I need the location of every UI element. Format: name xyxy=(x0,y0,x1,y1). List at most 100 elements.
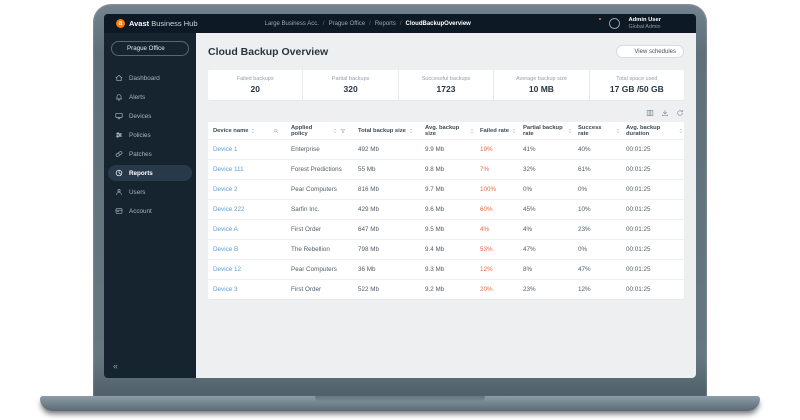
top-bar-actions: Admin User Global Admin xyxy=(574,17,686,30)
table-cell: 429 Mb xyxy=(358,206,380,213)
sort-icon[interactable] xyxy=(615,128,621,134)
sidebar-item-dashboard[interactable]: Dashboard xyxy=(108,70,192,86)
device-name-link[interactable]: Device 111 xyxy=(213,166,244,173)
sidebar-nav: Dashboard Alerts Devices Policies Patches Rep… xyxy=(104,66,196,223)
device-name-link[interactable]: Device B xyxy=(213,246,239,253)
sidebar-item-alerts[interactable]: Alerts xyxy=(108,89,192,105)
search-icon[interactable] xyxy=(273,128,279,134)
table-cell: 647 Mb xyxy=(358,226,380,233)
device-name-link[interactable]: Device 3 xyxy=(213,286,238,293)
apps-wallet-icon[interactable] xyxy=(675,18,686,29)
device-name-link[interactable]: Device 222 xyxy=(213,206,245,213)
table-header-row: Device name Applied policy Total backup si… xyxy=(208,122,684,139)
device-name-link[interactable]: Device 2 xyxy=(213,186,238,193)
app-window: a Avast Business Hub Large Business Acc.… xyxy=(104,14,696,378)
breadcrumb-item[interactable]: Prague Office xyxy=(328,20,366,27)
table-row: Device 1 Enterprise 492 Mb 9.9 Mb 19% 41% 40% 0… xyxy=(208,139,684,159)
column-header-device-name[interactable]: Device name xyxy=(208,128,286,134)
table-cell: 522 Mb xyxy=(358,286,380,293)
user-icon xyxy=(115,188,123,196)
laptop-frame: a Avast Business Hub Large Business Acc.… xyxy=(93,4,707,397)
filter-icon[interactable] xyxy=(340,128,346,134)
column-header-total-backup-size[interactable]: Total backup size xyxy=(353,128,420,134)
table-cell: 00:01:25 xyxy=(626,286,651,293)
sidebar-item-users[interactable]: Users xyxy=(108,184,192,200)
avatar[interactable] xyxy=(609,17,621,29)
column-header-avg-backup-duration[interactable]: Avg. backup duration xyxy=(621,125,684,137)
notifications-icon[interactable] xyxy=(591,17,603,28)
stat-failed-backups: Failed backups 20 xyxy=(208,70,302,100)
sort-icon[interactable] xyxy=(469,128,475,134)
table-cell: 00:01:25 xyxy=(626,246,651,253)
breadcrumb-item[interactable]: Large Business Acc. xyxy=(264,20,319,27)
column-header-failed-rate[interactable]: Failed rate xyxy=(475,128,518,134)
column-label: Avg. backup size xyxy=(425,124,460,137)
sidebar-item-policies[interactable]: Policies xyxy=(108,127,192,143)
stat-average-backup-size: Average backup size 10 MB xyxy=(493,70,588,100)
sort-icon[interactable] xyxy=(250,128,256,134)
laptop-base xyxy=(40,396,760,411)
column-label: Applied policy xyxy=(291,124,313,137)
sidebar-item-reports[interactable]: Reports xyxy=(108,165,192,181)
column-header-partial-backup-rate[interactable]: Partial backup rate xyxy=(518,125,573,137)
stat-label: Total space used xyxy=(616,76,658,82)
home-icon[interactable] xyxy=(254,20,261,27)
sidebar-item-label: Users xyxy=(129,188,146,196)
sidebar-item-patches[interactable]: Patches xyxy=(108,146,192,162)
column-header-applied-policy[interactable]: Applied policy xyxy=(286,125,353,137)
sort-icon[interactable] xyxy=(332,128,338,134)
table-cell: First Order xyxy=(291,226,322,233)
device-name-link[interactable]: Device 1 xyxy=(213,146,238,153)
monitor-icon xyxy=(115,112,123,120)
sort-icon[interactable] xyxy=(678,128,684,134)
window-body: Prague Office Dashboard Alerts Devices Poli… xyxy=(104,33,696,378)
table-cell: 9.3 Mb xyxy=(425,266,445,273)
patch-icon xyxy=(115,150,123,158)
sidebar: Prague Office Dashboard Alerts Devices Poli… xyxy=(104,33,196,378)
table-row: Device A First Order 647 Mb 9.5 Mb 4% 4% 23% 00… xyxy=(208,219,684,239)
brand-rest: Business Hub xyxy=(149,19,198,28)
view-schedules-button[interactable]: View schedules xyxy=(616,45,684,58)
table-cell: 00:01:25 xyxy=(626,206,651,213)
site-selector[interactable]: Prague Office xyxy=(111,41,189,56)
table-body: Device 1 Enterprise 492 Mb 9.9 Mb 19% 41% 40% 0… xyxy=(208,139,684,299)
sort-icon[interactable] xyxy=(567,128,573,134)
calendar-icon xyxy=(624,48,631,55)
sidebar-item-account[interactable]: Account xyxy=(108,203,192,219)
columns-icon[interactable] xyxy=(646,109,654,117)
sort-icon[interactable] xyxy=(511,128,517,134)
sidebar-item-label: Reports xyxy=(129,169,153,177)
device-name-link[interactable]: Device 12 xyxy=(213,266,242,273)
column-header-avg-backup-size[interactable]: Avg. backup size xyxy=(420,125,475,137)
user-name: Admin User xyxy=(628,17,661,24)
column-header-success-rate[interactable]: Success rate xyxy=(573,125,621,137)
download-icon[interactable] xyxy=(661,109,669,117)
user-block[interactable]: Admin User Global Admin xyxy=(628,17,661,30)
breadcrumb-separator: / xyxy=(399,20,402,27)
table-cell: 12% xyxy=(578,286,591,293)
table-row: Device 222 Sarfin Inc. 429 Mb 9.6 Mb 60% 45% 1… xyxy=(208,199,684,219)
main-content: Cloud Backup Overview View schedules Fai… xyxy=(196,33,696,378)
backup-table: Device name Applied policy Total backup si… xyxy=(208,122,684,299)
sidebar-item-devices[interactable]: Devices xyxy=(108,108,192,124)
table-cell: 19% xyxy=(480,146,493,153)
table-cell: 40% xyxy=(578,146,591,153)
sidebar-collapse-button[interactable]: « xyxy=(113,361,119,371)
table-cell: 798 Mb xyxy=(358,246,380,253)
device-name-link[interactable]: Device A xyxy=(213,226,238,233)
table-row: Device 12 Pear Computers 36 Mb 9.3 Mb 12% 8% 4… xyxy=(208,259,684,279)
gear-icon[interactable] xyxy=(574,19,583,28)
column-label: Avg. backup duration xyxy=(626,124,661,137)
sort-icon[interactable] xyxy=(408,128,414,134)
table-cell: 816 Mb xyxy=(358,186,380,193)
refresh-icon[interactable] xyxy=(676,109,684,117)
table-cell: 32% xyxy=(523,166,536,173)
sidebar-item-label: Patches xyxy=(129,150,152,158)
table-cell: 9.5 Mb xyxy=(425,226,445,233)
column-label: Device name xyxy=(213,127,249,134)
breadcrumb-separator: / xyxy=(369,20,371,27)
stat-successful-backups: Successful backups 1723 xyxy=(397,70,493,100)
table-cell: 0% xyxy=(578,246,588,253)
column-label: Failed rate xyxy=(480,127,509,134)
breadcrumb-item[interactable]: Reports xyxy=(374,20,396,27)
